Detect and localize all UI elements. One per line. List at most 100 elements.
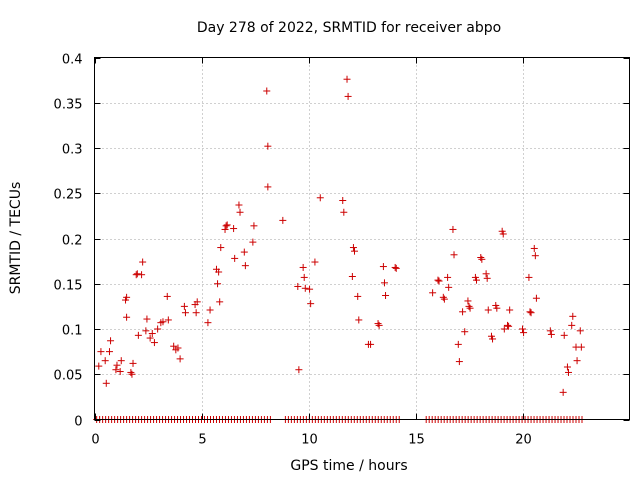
data-point xyxy=(560,331,568,339)
data-point xyxy=(299,263,307,271)
plot-frame xyxy=(94,57,630,420)
data-point xyxy=(214,280,222,288)
data-point xyxy=(95,362,103,370)
data-point xyxy=(223,221,231,229)
y-tick-labels: 0 0.05 0.1 0.15 0.2 0.25 0.3 0.35 0.4 xyxy=(54,53,83,430)
data-point xyxy=(455,358,463,366)
data-point xyxy=(382,292,390,300)
data-point xyxy=(577,343,585,351)
data-point xyxy=(249,238,257,246)
chart-title: Day 278 of 2022, SRMTID for receiver abp… xyxy=(197,20,501,36)
data-point xyxy=(222,222,230,230)
data-point xyxy=(379,263,387,271)
data-point xyxy=(216,298,224,306)
data-point xyxy=(478,255,486,263)
data-point xyxy=(117,357,125,365)
data-point xyxy=(264,183,272,191)
data-point xyxy=(484,306,492,314)
data-point xyxy=(204,319,212,327)
data-point xyxy=(450,251,458,259)
data-point xyxy=(180,302,188,310)
data-point xyxy=(526,308,534,316)
data-point xyxy=(568,321,576,329)
data-point xyxy=(112,366,120,374)
x-tick-label: 20 xyxy=(515,433,532,448)
data-point xyxy=(230,225,238,233)
data-point xyxy=(97,348,105,356)
data-point xyxy=(316,194,324,202)
data-point xyxy=(164,316,172,324)
data-point xyxy=(392,264,400,272)
data-point xyxy=(279,216,287,224)
data-point xyxy=(170,342,178,350)
data-point xyxy=(466,304,474,312)
data-point xyxy=(344,92,352,100)
data-point xyxy=(465,302,473,310)
data-point xyxy=(343,75,351,83)
x-axis-label: GPS time / hours xyxy=(290,458,407,474)
x-tick-label: 10 xyxy=(301,433,318,448)
data-point xyxy=(547,330,555,338)
data-point xyxy=(241,262,249,270)
data-point xyxy=(449,225,457,233)
data-point xyxy=(563,363,571,371)
data-point xyxy=(231,254,239,262)
data-point xyxy=(559,388,567,396)
data-point xyxy=(349,244,357,252)
y-tick-label: 0.1 xyxy=(62,324,83,339)
data-point xyxy=(461,328,469,336)
data-point xyxy=(573,357,581,365)
data-point xyxy=(339,196,347,204)
data-point xyxy=(123,313,131,321)
data-point xyxy=(354,292,362,300)
data-point xyxy=(375,321,383,329)
data-point xyxy=(221,225,229,233)
x-tick-label: 5 xyxy=(198,433,206,448)
data-point xyxy=(576,327,584,335)
data-point xyxy=(525,273,533,281)
data-point xyxy=(505,322,513,330)
data-point xyxy=(146,334,154,342)
data-point xyxy=(215,268,223,276)
data-point xyxy=(531,252,539,260)
data-point xyxy=(500,325,508,333)
data-point xyxy=(217,244,225,252)
data-point xyxy=(139,258,147,266)
data-point xyxy=(294,282,302,290)
data-point xyxy=(181,309,189,317)
data-point xyxy=(235,201,243,209)
data-point xyxy=(264,142,272,150)
data-point xyxy=(440,295,448,303)
data-point xyxy=(464,297,472,305)
data-point xyxy=(482,270,490,278)
data-point xyxy=(301,284,309,292)
data-point xyxy=(311,258,319,266)
data-points xyxy=(93,75,586,423)
data-point xyxy=(138,271,146,279)
data-point xyxy=(374,320,382,328)
data-point xyxy=(159,318,167,326)
data-point xyxy=(206,306,214,314)
x-tick-label: 0 xyxy=(91,433,99,448)
data-point xyxy=(105,348,113,356)
data-point xyxy=(380,279,388,287)
data-point xyxy=(127,368,135,376)
data-point xyxy=(192,309,200,317)
data-point xyxy=(391,263,399,271)
data-point xyxy=(569,312,577,320)
data-point xyxy=(163,292,171,300)
data-point xyxy=(477,254,485,262)
data-point xyxy=(113,361,121,369)
data-point xyxy=(150,339,158,347)
data-point xyxy=(472,276,480,284)
data-point xyxy=(300,273,308,281)
data-point xyxy=(263,87,271,95)
data-point xyxy=(142,327,150,335)
data-point xyxy=(367,340,375,348)
data-point xyxy=(434,276,442,284)
y-axis-label: SRMTID / TECUs xyxy=(8,182,24,295)
data-point xyxy=(489,335,497,343)
y-tick-label: 0 xyxy=(74,415,82,430)
data-point xyxy=(519,325,526,333)
